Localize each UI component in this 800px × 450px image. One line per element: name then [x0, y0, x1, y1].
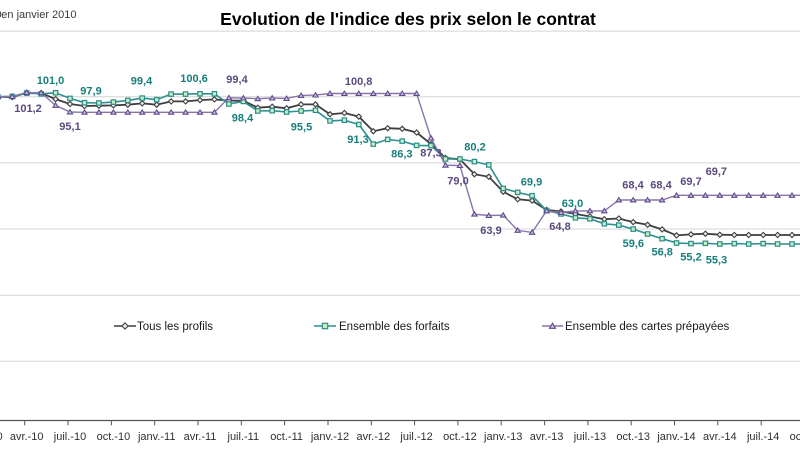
svg-text:Ensemble des forfaits: Ensemble des forfaits	[339, 321, 450, 333]
svg-text:55,2: 55,2	[680, 252, 701, 264]
svg-text:avr.-13: avr.-13	[530, 431, 564, 443]
svg-text:avr.-14: avr.-14	[703, 431, 737, 443]
svg-text:oct.-10: oct.-10	[97, 431, 131, 443]
svg-text:95,1: 95,1	[59, 121, 80, 133]
svg-text:63,9: 63,9	[480, 225, 501, 237]
svg-text:99,4: 99,4	[226, 74, 248, 86]
svg-text:oct.-12: oct.-12	[443, 431, 477, 443]
svg-text:100,6: 100,6	[180, 73, 208, 85]
svg-text:68,4: 68,4	[650, 179, 672, 191]
svg-text:en janvier 2010: en janvier 2010	[1, 9, 76, 21]
svg-text:janv.-12: janv.-12	[310, 431, 349, 443]
svg-text:98,4: 98,4	[232, 112, 254, 124]
svg-text:Evolution de l'indice des prix: Evolution de l'indice des prix selon le …	[220, 9, 596, 29]
svg-text:99,4: 99,4	[131, 75, 153, 87]
svg-text:69,9: 69,9	[521, 176, 542, 188]
svg-text:janv.-14: janv.-14	[656, 431, 695, 443]
svg-text:97,9: 97,9	[80, 85, 101, 97]
svg-text:juil.-10: juil.-10	[53, 431, 86, 443]
svg-text:oct.-14: oct.-14	[790, 431, 800, 443]
svg-text:56,8: 56,8	[651, 246, 672, 258]
svg-text:59,6: 59,6	[623, 238, 644, 250]
svg-text:87,3: 87,3	[420, 147, 441, 159]
svg-text:0: 0	[0, 9, 2, 21]
svg-text:55,3: 55,3	[706, 254, 727, 266]
svg-text:juil.-14: juil.-14	[746, 431, 779, 443]
svg-text:Tous les profils: Tous les profils	[137, 321, 213, 333]
svg-text:juil.-12: juil.-12	[399, 431, 432, 443]
svg-text:100,8: 100,8	[345, 76, 373, 88]
svg-text:64,8: 64,8	[549, 221, 570, 233]
svg-text:63,0: 63,0	[562, 198, 583, 210]
svg-text:101,0: 101,0	[37, 75, 65, 87]
svg-text:79,0: 79,0	[447, 175, 468, 187]
svg-text:janv.-10: janv.-10	[0, 431, 3, 443]
svg-text:80,2: 80,2	[464, 141, 485, 153]
svg-text:101,2: 101,2	[14, 103, 42, 115]
svg-text:avr.-11: avr.-11	[184, 431, 217, 443]
svg-text:juil.-11: juil.-11	[227, 431, 260, 443]
svg-text:juil.-13: juil.-13	[573, 431, 606, 443]
svg-text:86,3: 86,3	[391, 149, 412, 161]
svg-text:oct.-11: oct.-11	[270, 431, 303, 443]
svg-text:oct.-13: oct.-13	[616, 431, 650, 443]
svg-text:69,7: 69,7	[680, 176, 701, 188]
svg-text:69,7: 69,7	[706, 166, 727, 178]
svg-text:avr.-12: avr.-12	[356, 431, 390, 443]
svg-text:68,4: 68,4	[622, 179, 644, 191]
svg-text:Ensemble des cartes prépayées: Ensemble des cartes prépayées	[565, 321, 730, 333]
svg-text:janv.-13: janv.-13	[483, 431, 522, 443]
svg-text:95,5: 95,5	[291, 121, 312, 133]
svg-text:avr.-10: avr.-10	[10, 431, 44, 443]
svg-text:91,3: 91,3	[347, 134, 368, 146]
svg-text:janv.-11: janv.-11	[137, 431, 176, 443]
